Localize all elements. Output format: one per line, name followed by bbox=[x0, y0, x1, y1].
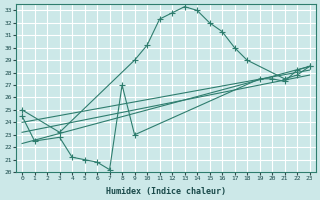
X-axis label: Humidex (Indice chaleur): Humidex (Indice chaleur) bbox=[106, 187, 226, 196]
